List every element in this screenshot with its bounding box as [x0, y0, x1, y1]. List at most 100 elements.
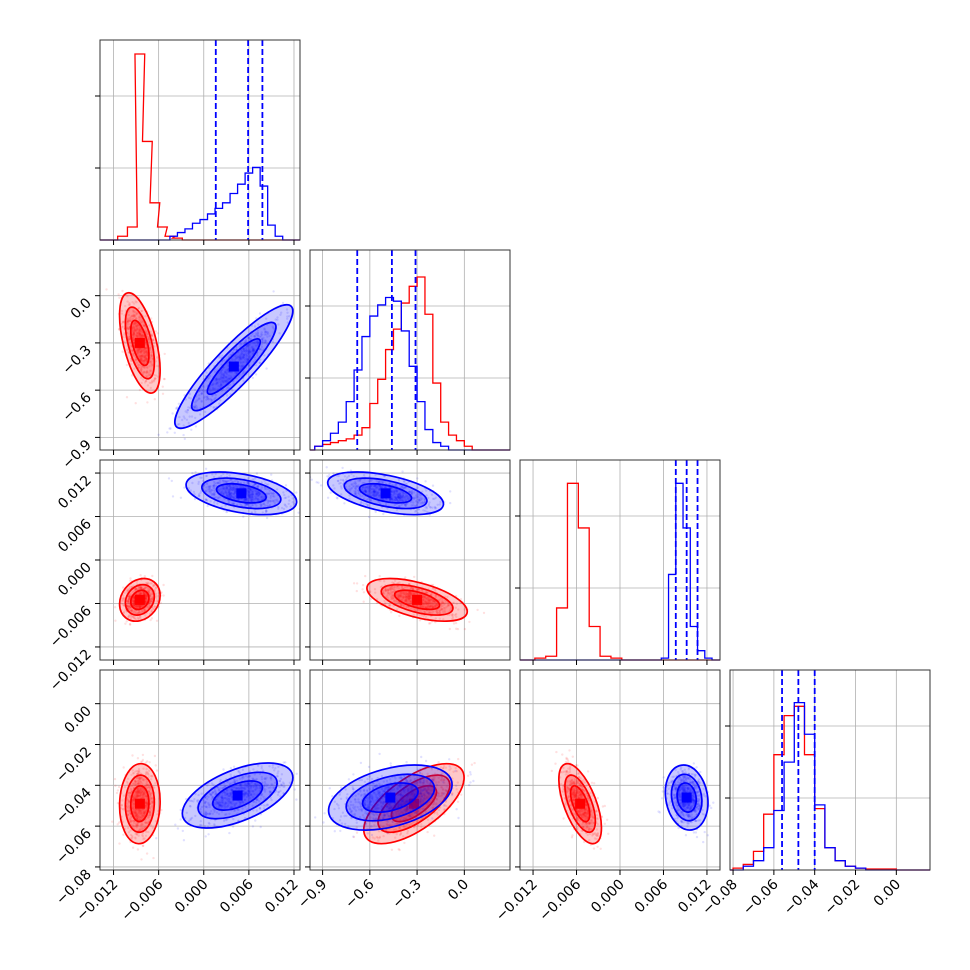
sample-point	[431, 603, 434, 606]
sample-point	[416, 495, 419, 499]
sample-point	[141, 834, 144, 837]
sample-point	[423, 594, 426, 598]
sample-point	[211, 386, 215, 389]
sample-point	[193, 497, 197, 501]
sample-point	[169, 427, 172, 430]
sample-point	[260, 765, 263, 768]
sample-point	[245, 784, 249, 787]
sample-point	[254, 373, 258, 376]
sample-point	[419, 609, 422, 612]
sample-point	[248, 790, 251, 794]
sample-point	[134, 811, 137, 814]
sample-point	[233, 488, 236, 491]
sample-point	[228, 797, 231, 801]
sample-point	[283, 785, 286, 788]
sample-point	[139, 793, 142, 797]
sample-point	[242, 790, 245, 793]
sample-point	[189, 799, 192, 802]
sample-point	[136, 791, 140, 794]
sample-point	[138, 777, 141, 780]
sample-point	[432, 605, 435, 608]
sample-point	[125, 363, 129, 367]
sample-point	[247, 793, 250, 796]
sample-point	[276, 318, 279, 321]
sample-point	[126, 320, 129, 323]
sample-point	[243, 355, 246, 358]
sample-point	[145, 330, 149, 334]
sample-point	[138, 332, 142, 336]
sample-point	[284, 484, 288, 487]
sample-point	[386, 588, 390, 592]
sample-point	[120, 804, 124, 807]
sample-point	[448, 627, 451, 631]
sample-point	[132, 330, 136, 334]
sample-point	[129, 616, 133, 620]
sample-point	[128, 604, 131, 608]
sample-point	[231, 800, 235, 803]
sample-point	[233, 491, 237, 495]
sample-point	[250, 784, 253, 788]
sample-point	[274, 499, 277, 502]
sample-point	[127, 597, 130, 601]
sample-point	[133, 617, 136, 620]
sample-point	[148, 786, 151, 790]
sample-point	[132, 342, 136, 345]
sample-point	[226, 379, 229, 382]
sample-point	[404, 598, 407, 602]
sample-point	[410, 492, 414, 495]
sample-point	[136, 349, 139, 352]
sample-point	[378, 574, 381, 578]
sample-point	[255, 472, 259, 475]
sample-point	[343, 475, 347, 478]
sample-point	[235, 377, 239, 380]
sample-point	[247, 794, 250, 798]
sample-point	[390, 594, 394, 597]
sample-point	[219, 491, 223, 494]
sample-point	[220, 383, 223, 387]
sample-point	[129, 607, 132, 610]
sample-point	[246, 775, 249, 778]
sample-point	[136, 794, 140, 798]
sample-point	[382, 591, 385, 594]
sample-point	[295, 798, 298, 801]
sample-point	[228, 490, 231, 494]
sample-point	[238, 361, 241, 364]
sample-point	[397, 496, 401, 500]
sample-point	[258, 361, 261, 364]
sample-point	[277, 790, 280, 794]
sample-point	[151, 797, 154, 801]
sample-point	[450, 613, 454, 616]
sample-point	[219, 383, 222, 386]
x-tick-label: −0.04	[781, 876, 823, 918]
sample-point	[162, 583, 165, 587]
sample-point	[139, 605, 143, 608]
contour-series-1	[206, 337, 262, 396]
sample-point	[142, 324, 146, 328]
sample-point	[145, 374, 148, 378]
sample-point	[136, 349, 139, 352]
sample-point	[229, 488, 233, 492]
sample-point	[244, 341, 247, 344]
sample-point	[205, 474, 209, 478]
sample-point	[155, 594, 158, 598]
sample-point	[405, 599, 409, 602]
sample-point	[222, 491, 225, 495]
sample-point	[147, 337, 150, 341]
sample-point	[387, 591, 390, 594]
sample-point	[205, 812, 208, 815]
sample-point	[148, 604, 151, 607]
sample-point	[262, 807, 266, 810]
sample-point	[275, 790, 278, 793]
sample-point	[138, 795, 142, 798]
sample-point	[388, 604, 391, 608]
sample-point	[131, 353, 135, 357]
sample-point	[260, 331, 263, 334]
sample-point	[136, 324, 140, 327]
sample-point	[257, 334, 260, 337]
sample-point	[251, 376, 254, 380]
sample-point	[135, 317, 138, 320]
sample-point	[232, 778, 236, 782]
sample-point	[400, 503, 403, 507]
sample-point	[138, 605, 141, 608]
sample-point	[226, 369, 230, 372]
